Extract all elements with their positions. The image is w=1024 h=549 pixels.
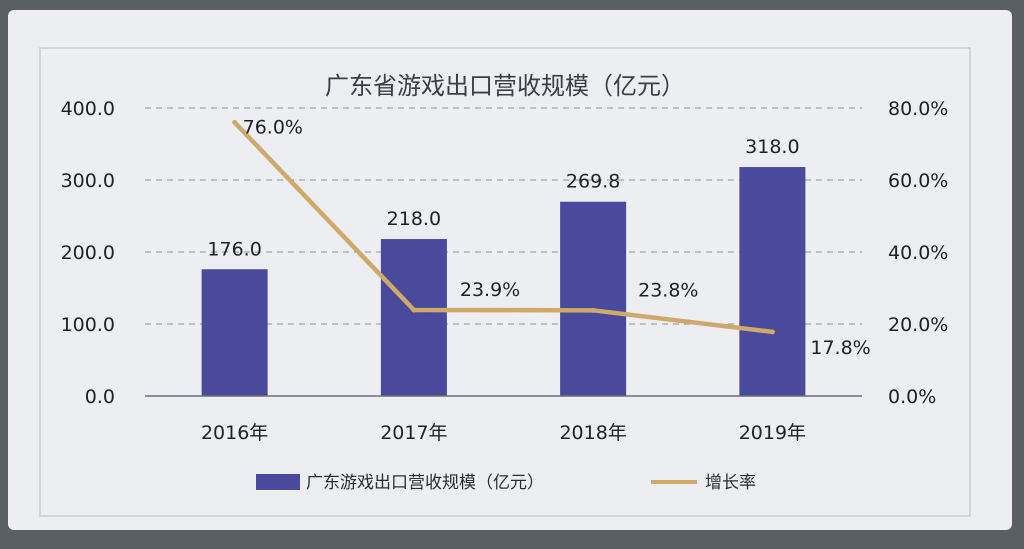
legend-line-label: 增长率 [705, 473, 756, 493]
legend-bar-swatch [256, 474, 300, 490]
right-axis: 0.0% 20.0% 40.0% 60.0% 80.0% [888, 98, 948, 408]
left-tick-label: 100.0 [61, 314, 115, 336]
bar-value-label: 269.8 [566, 171, 620, 193]
left-tick-label: 200.0 [61, 242, 115, 264]
bar [201, 269, 268, 396]
right-tick-label: 80.0% [888, 98, 948, 120]
bar-value-label: 218.0 [387, 208, 441, 230]
bar-value-label: 176.0 [207, 238, 261, 260]
bar [739, 167, 806, 396]
bar-series [201, 167, 806, 396]
growth-point [232, 119, 238, 125]
growth-value-label: 17.8% [810, 337, 870, 359]
growth-value-label: 76.0% [243, 116, 303, 138]
bar [380, 239, 447, 396]
x-tick-label: 2017年 [380, 422, 447, 444]
chart-frame [39, 47, 971, 517]
x-tick-label: 2019年 [739, 422, 806, 444]
left-axis: 0.0 100.0 200.0 300.0 400.0 [61, 98, 115, 408]
chart-title: 广东省游戏出口营收规模（亿元） [325, 72, 685, 100]
left-tick-label: 300.0 [61, 170, 115, 192]
growth-value-label: 23.9% [460, 279, 520, 301]
growth-line-series [232, 119, 775, 335]
bar-value-label: 318.0 [745, 136, 799, 158]
x-axis: 2016年 2017年 2018年 2019年 [145, 395, 862, 444]
bar [560, 201, 627, 396]
right-tick-label: 40.0% [888, 242, 948, 264]
right-tick-label: 20.0% [888, 314, 948, 336]
growth-value-label: 23.8% [638, 279, 698, 301]
growth-point [769, 329, 775, 335]
right-tick-label: 0.0% [888, 386, 936, 408]
left-tick-label: 400.0 [61, 98, 115, 120]
growth-line [232, 120, 775, 335]
legend-bar-label: 广东游戏出口营收规模（亿元） [306, 473, 544, 493]
x-tick-label: 2016年 [201, 422, 268, 444]
x-tick-label: 2018年 [559, 422, 626, 444]
legend: 广东游戏出口营收规模（亿元） 增长率 [256, 473, 756, 493]
left-tick-label: 0.0 [85, 386, 115, 408]
growth-point [411, 307, 417, 313]
chart-background [8, 10, 1012, 530]
growth-point [590, 307, 596, 313]
data-labels: 176.0 218.0 269.8 318.0 76.0% 23.9% 23.8% 17.8% [207, 116, 870, 359]
right-tick-label: 60.0% [888, 170, 948, 192]
